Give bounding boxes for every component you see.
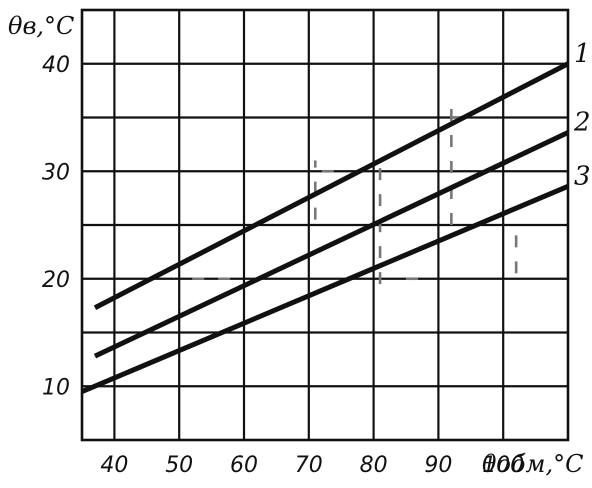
series-line-2: [93, 130, 570, 359]
series-label-2: 2: [573, 108, 591, 138]
y-tick-labels: 10 20 30 40: [42, 53, 70, 401]
x-tick-label: 70: [295, 453, 323, 478]
series-line-3: [81, 183, 569, 394]
y-tick-label: 40: [42, 53, 70, 78]
grid: [82, 10, 568, 440]
x-tick-label: 100: [482, 453, 524, 478]
series-line-1: [93, 61, 570, 310]
x-tick-label: 80: [360, 453, 388, 478]
x-tick-label: 40: [100, 453, 128, 478]
plot-frame: [80, 8, 570, 442]
construction-lines: [192, 106, 518, 285]
x-axis-title: θобм,°C: [482, 450, 583, 478]
series-labels: 1 2 3: [573, 39, 591, 192]
series-label-3: 3: [574, 161, 591, 191]
y-tick-label: 30: [42, 160, 70, 185]
x-tick-label: 60: [230, 453, 258, 478]
y-tick-label: 10: [42, 375, 70, 400]
series-label-1: 1: [574, 39, 591, 69]
x-tick-label: 90: [424, 453, 452, 478]
series-lines: [81, 61, 570, 394]
y-axis-title: θв,°C: [8, 12, 74, 40]
x-tick-label: 50: [165, 453, 193, 478]
y-tick-label: 20: [42, 268, 70, 293]
x-tick-labels: 40 50 60 70 80 90 100: [100, 453, 524, 478]
